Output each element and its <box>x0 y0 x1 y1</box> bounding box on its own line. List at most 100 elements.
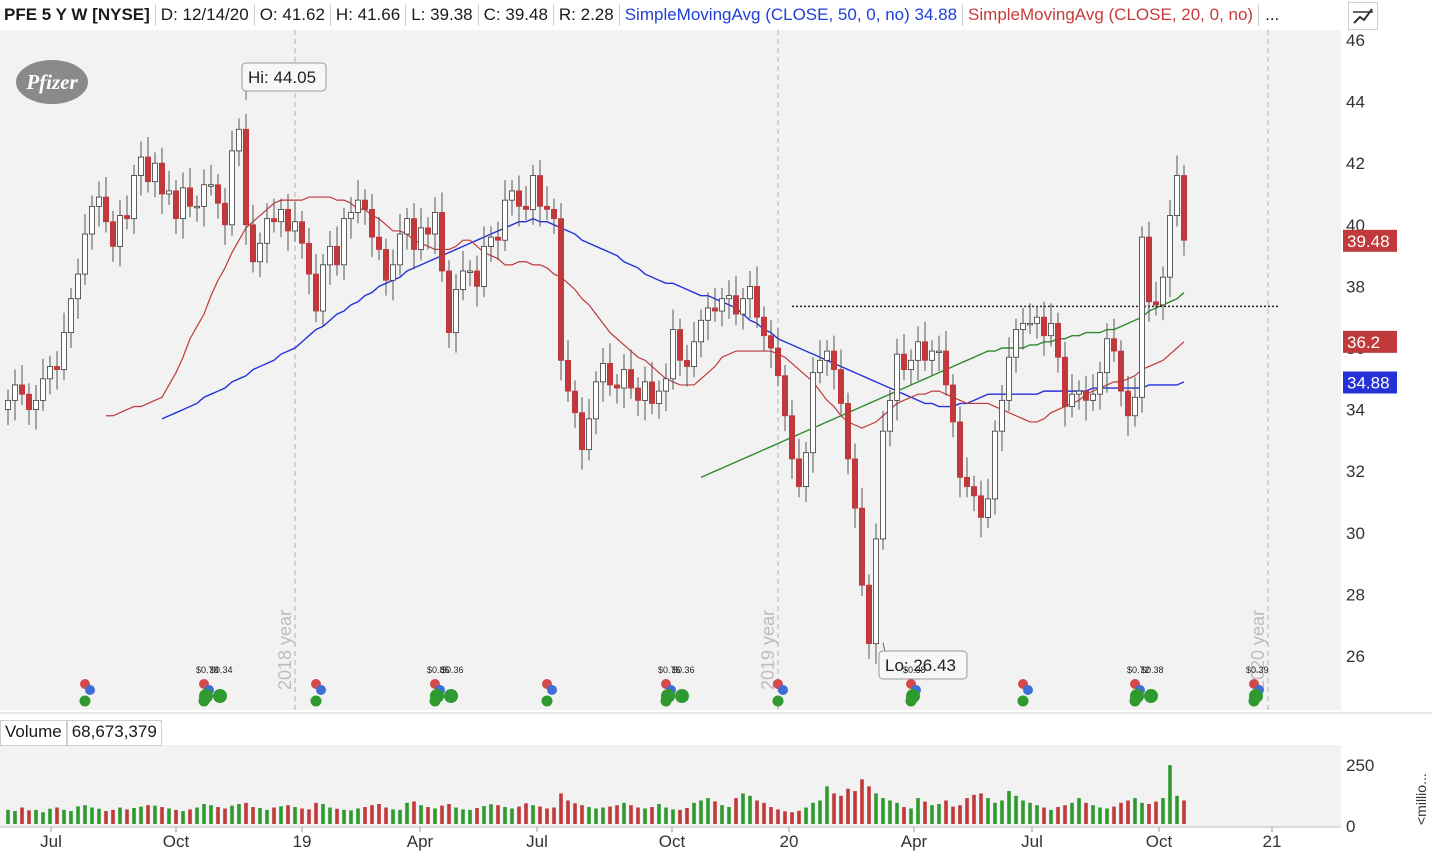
volume-bar <box>167 808 171 824</box>
candle-body <box>642 381 649 401</box>
time-tick-label: Oct <box>163 832 190 851</box>
volume-bar <box>993 802 997 824</box>
candle-body <box>1034 316 1041 324</box>
dividend-marker: $0.36 <box>441 665 464 703</box>
dividend-icon <box>1144 689 1158 703</box>
dividend-marker: $0.39 <box>1246 665 1269 703</box>
volume-bar <box>832 793 836 824</box>
volume-bar <box>1070 802 1074 824</box>
volume-bar <box>678 809 682 824</box>
candle-body <box>859 507 866 586</box>
volume-bar <box>818 800 822 824</box>
candle <box>305 227 312 295</box>
candle-body <box>677 329 684 361</box>
candle <box>1181 164 1188 256</box>
candle-body <box>740 298 747 315</box>
candle <box>873 523 880 664</box>
volume-bar <box>790 812 794 824</box>
candle-body <box>172 190 179 220</box>
candle <box>712 287 719 322</box>
candle-body <box>47 366 54 380</box>
candle <box>165 170 172 205</box>
candle-body <box>733 295 740 315</box>
candle <box>172 180 179 235</box>
candle-body <box>978 495 985 518</box>
volume-bar <box>629 805 633 824</box>
candle-body <box>354 199 361 213</box>
candle-body <box>1006 356 1013 401</box>
volume-bar <box>622 802 626 824</box>
candle <box>1111 318 1118 362</box>
candle-body <box>649 381 656 404</box>
candle <box>635 377 642 416</box>
candle <box>124 195 131 230</box>
volume-bar <box>1112 806 1116 824</box>
candle-body <box>852 458 859 509</box>
candle-body <box>880 430 887 540</box>
candle-body <box>75 273 82 300</box>
candle <box>242 113 249 245</box>
dividend-amount: $0.78 <box>196 665 219 675</box>
candle <box>698 309 705 358</box>
volume-bar <box>503 807 507 824</box>
low-callout: Lo: 26.43 <box>878 642 968 680</box>
volume-bar <box>517 806 521 824</box>
candle-body <box>1020 322 1027 330</box>
candle <box>1160 266 1167 321</box>
candle-body <box>487 236 494 247</box>
candle-body <box>508 190 515 201</box>
range-readout: R: 2.28 <box>554 4 620 26</box>
volume-bar <box>342 809 346 824</box>
high-callout: Hi: 44.05 <box>241 62 327 101</box>
candle <box>1167 200 1174 298</box>
price-badge-text: 36.2 <box>1347 333 1380 352</box>
candle-body <box>628 369 635 389</box>
volume-bar <box>692 802 696 824</box>
price-tick-label: 32 <box>1346 462 1365 481</box>
candle-body <box>712 307 719 312</box>
symbol-label[interactable]: PFE 5 Y W [NYSE] <box>0 4 156 26</box>
candle <box>75 258 82 319</box>
candle <box>1076 380 1083 410</box>
more-studies[interactable]: ... <box>1265 5 1280 24</box>
candle <box>747 271 754 319</box>
volume-bar <box>41 812 45 824</box>
candle-body <box>551 208 558 220</box>
price-tick-label: 38 <box>1346 277 1365 296</box>
volume-bar <box>153 805 157 824</box>
volume-bar <box>958 805 962 824</box>
candle-body <box>382 249 389 281</box>
candle <box>810 357 817 473</box>
sma20-study-label[interactable]: SimpleMovingAvg (CLOSE, 20, 0, no) <box>963 4 1260 26</box>
candle <box>558 203 565 381</box>
trend-style-button[interactable] <box>1348 2 1378 30</box>
candle-body <box>1125 390 1132 417</box>
dividend-icon <box>1017 695 1029 707</box>
sma50-study-label[interactable]: SimpleMovingAvg (CLOSE, 50, 0, no) 34.88 <box>620 4 964 26</box>
candle <box>761 306 768 352</box>
candle <box>691 321 698 378</box>
volume-bar <box>363 807 367 824</box>
candle-body <box>586 418 593 451</box>
candle-body <box>68 298 75 334</box>
dividend-icon <box>772 695 784 707</box>
volume-bar <box>1077 798 1081 824</box>
volume-bar <box>657 804 661 824</box>
dividend-amount: $0.36 <box>672 665 695 675</box>
dividend-marker: $0.36 <box>672 665 695 703</box>
candle <box>824 340 831 376</box>
candle <box>670 309 677 390</box>
dividend-icon <box>79 695 91 707</box>
candle <box>333 226 340 276</box>
candle <box>137 141 144 196</box>
candle <box>110 210 117 262</box>
volume-bar <box>860 779 864 824</box>
candle-body <box>971 486 978 497</box>
candle-body <box>256 242 263 263</box>
sma50-line <box>161 217 1185 420</box>
candle <box>228 130 235 236</box>
candle <box>733 275 740 325</box>
dividend-icon <box>1130 689 1144 703</box>
candle <box>438 192 445 282</box>
